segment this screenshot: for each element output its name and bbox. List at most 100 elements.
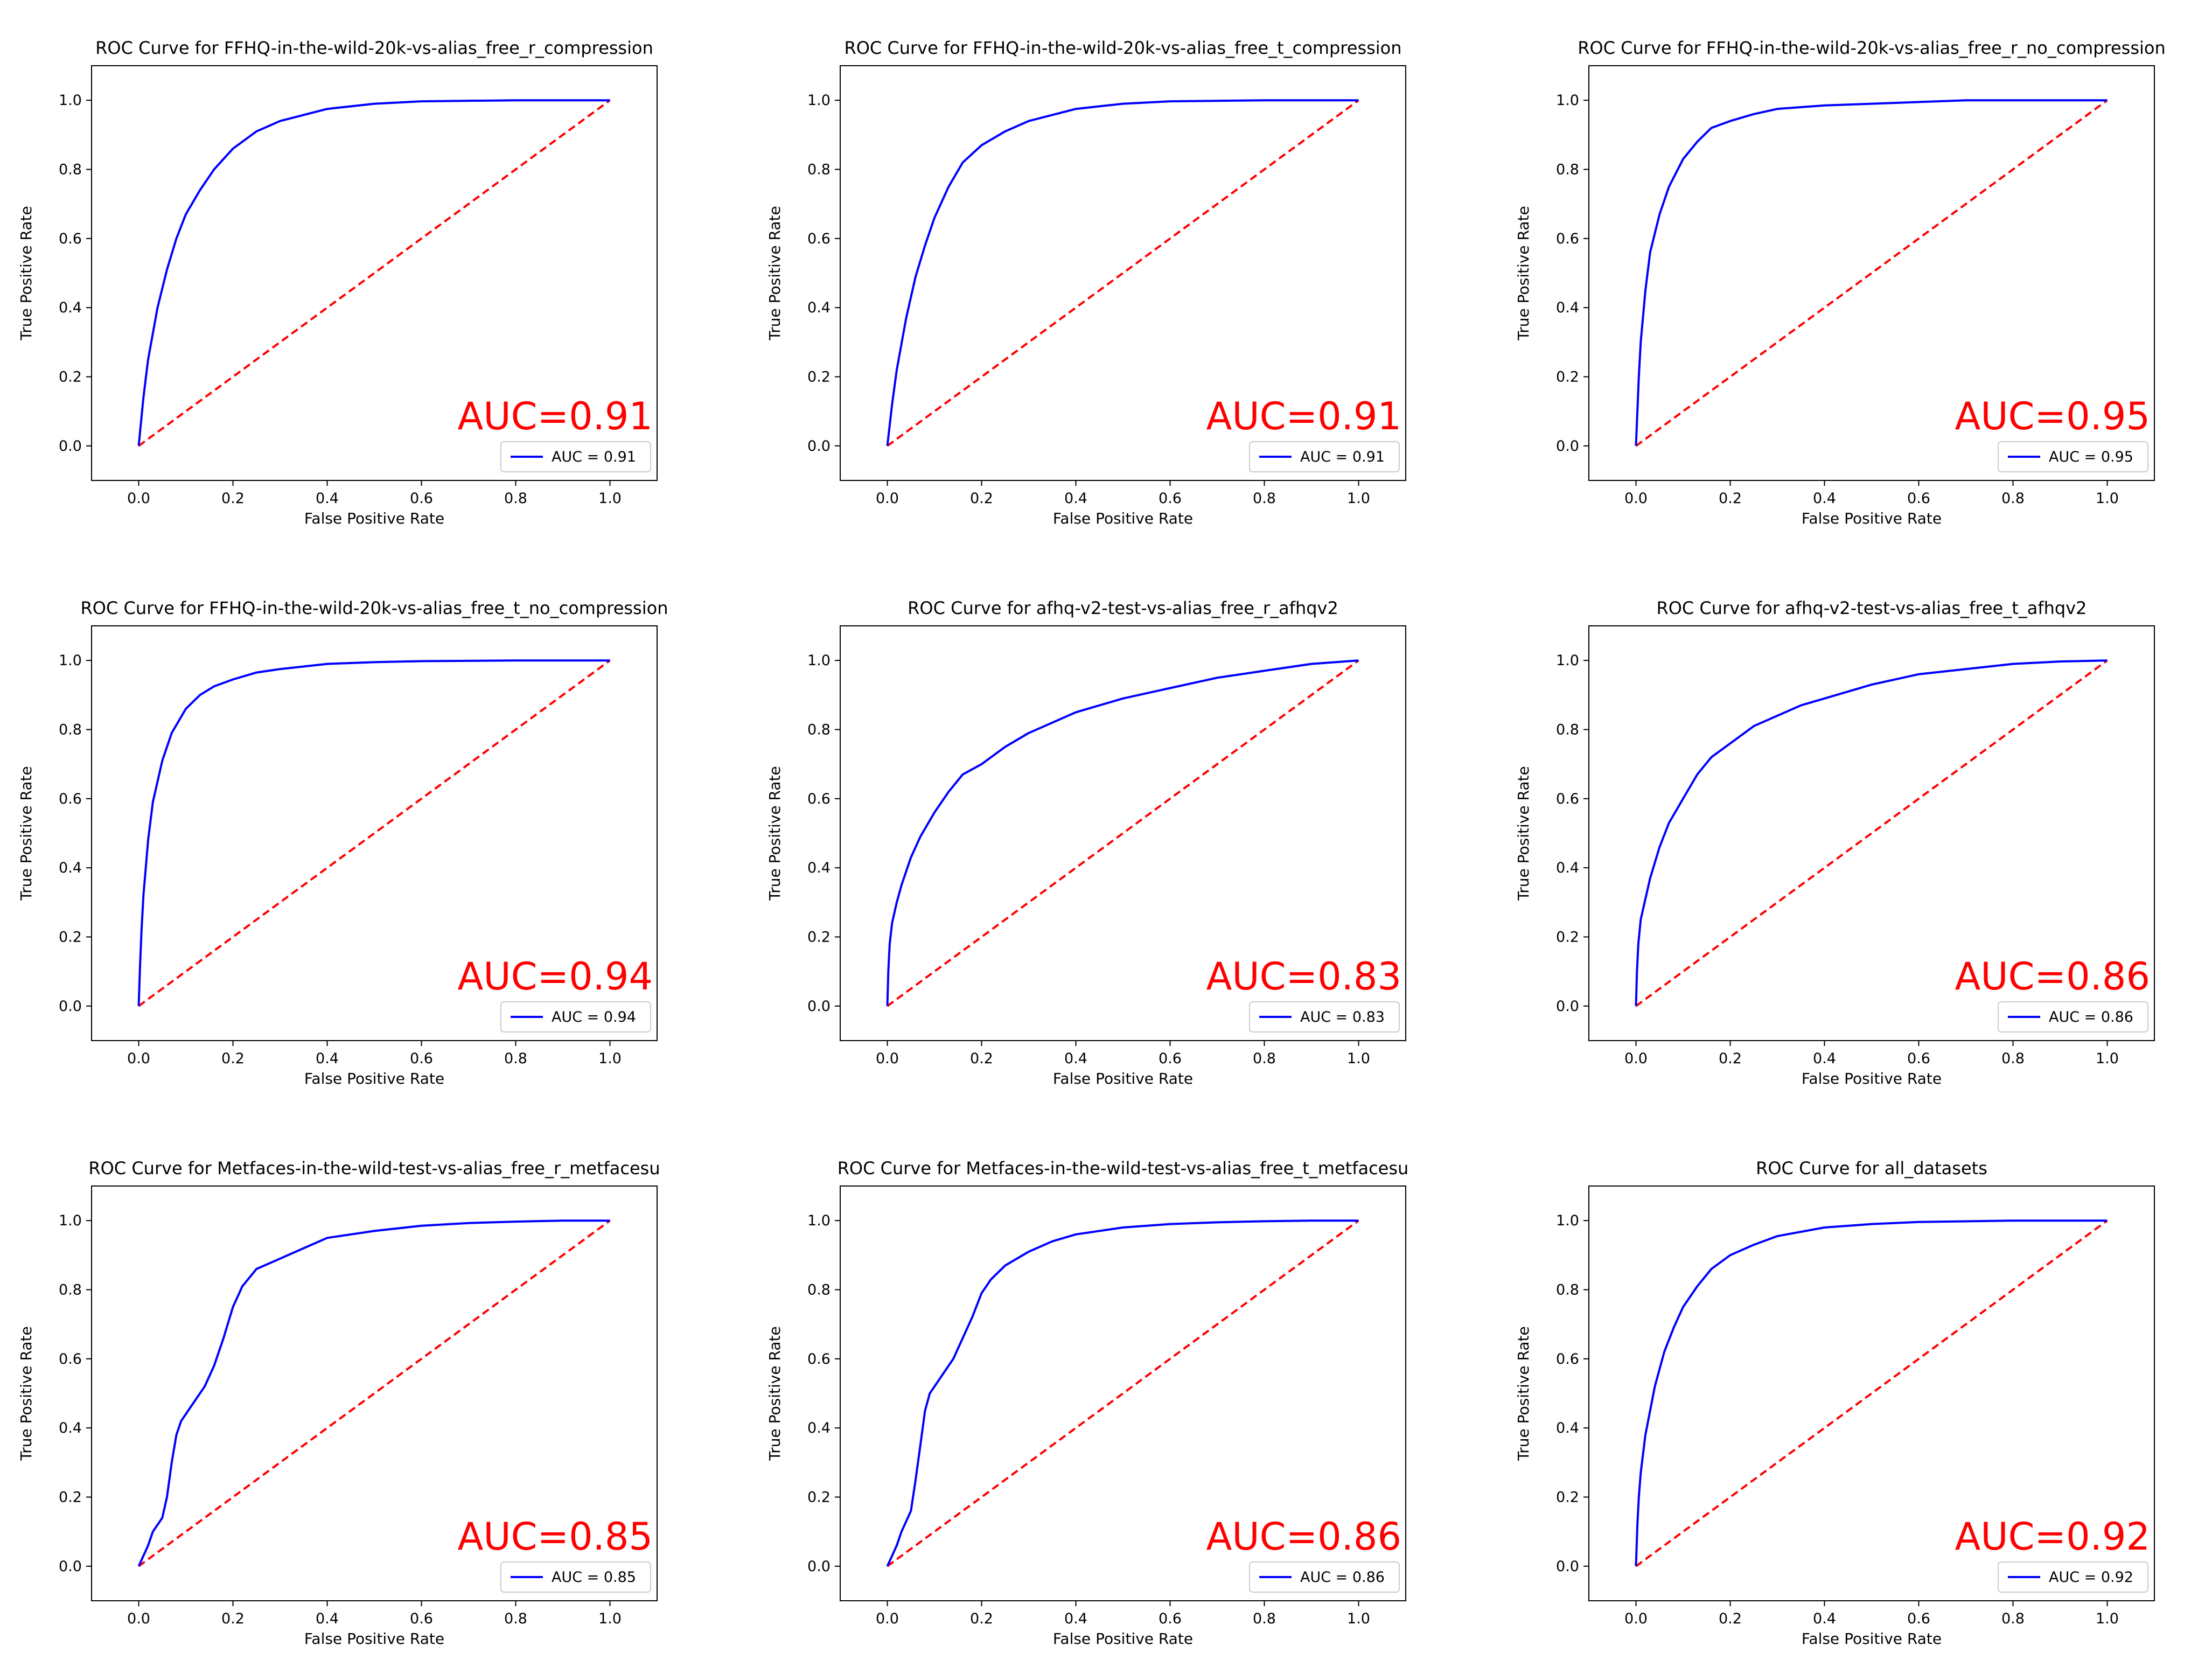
roc-curve [1635, 659, 2108, 1006]
y-tick-label: 0.8 [1556, 722, 1579, 738]
legend-label: AUC = 0.92 [2049, 1569, 2133, 1586]
legend-box [1998, 441, 2148, 472]
auc-annotation: AUC=0.86 [1955, 954, 2150, 999]
x-tick-label: 0.4 [1064, 1610, 1087, 1627]
x-axis-label: False Positive Rate [1053, 1630, 1193, 1648]
x-tick-label: 0.6 [1159, 490, 1182, 507]
legend: AUC = 0.95 [1998, 441, 2148, 472]
x-axis-label: False Positive Rate [304, 510, 444, 527]
y-axis-label: True Positive Rate [17, 766, 35, 901]
y-tick-label: 0.0 [1556, 438, 1579, 455]
y-tick-label: 0.0 [807, 1558, 831, 1575]
chart-title: ROC Curve for FFHQ-in-the-wild-20k-vs-al… [95, 38, 653, 58]
roc-panel-5: ROC Curve for afhq-v2-test-vs-alias_free… [766, 598, 1406, 1087]
x-tick-label: 1.0 [2096, 1050, 2119, 1067]
legend-label: AUC = 0.94 [552, 1009, 636, 1026]
x-tick-label: 1.0 [1347, 1610, 1370, 1627]
y-tick-label: 0.4 [59, 299, 82, 316]
x-tick-label: 0.8 [2001, 1610, 2025, 1627]
plot-frame [1588, 1185, 2155, 1601]
y-tick-label: 0.0 [59, 1558, 82, 1575]
plot-frame [840, 65, 1406, 481]
chart-title: ROC Curve for FFHQ-in-the-wild-20k-vs-al… [81, 598, 668, 618]
legend-label: AUC = 0.95 [2049, 449, 2133, 465]
y-tick-label: 1.0 [1556, 652, 1579, 669]
chart-title: ROC Curve for FFHQ-in-the-wild-20k-vs-al… [1578, 38, 2166, 58]
legend-box [1249, 1561, 1400, 1593]
chance-line [1635, 659, 2108, 1007]
roc-panel-9: ROC Curve for all_datasets 0.0 0.2 0.4 0.6 0.… [1515, 1158, 2155, 1648]
roc-panel-6: ROC Curve for afhq-v2-test-vs-alias_free… [1515, 598, 2155, 1087]
y-tick-label: 0.6 [807, 231, 831, 247]
y-tick-label: 0.4 [807, 299, 831, 316]
x-axis-label: False Positive Rate [304, 1630, 444, 1648]
x-tick-label: 0.2 [970, 1610, 993, 1627]
y-tick-label: 0.4 [1556, 299, 1579, 316]
legend: AUC = 0.91 [1249, 441, 1400, 472]
y-tick-label: 1.0 [59, 92, 82, 109]
y-axis-label: True Positive Rate [1515, 1326, 1532, 1461]
roc-panel-2: ROC Curve for FFHQ-in-the-wild-20k-vs-al… [766, 38, 1406, 527]
chance-line [138, 1219, 611, 1567]
chance-line [1635, 99, 2108, 447]
y-tick-label: 0.6 [59, 231, 82, 247]
x-tick-label: 0.6 [1907, 1050, 1930, 1067]
x-tick-label: 0.0 [876, 490, 899, 507]
x-tick-label: 0.4 [1813, 490, 1836, 507]
y-tick-label: 0.2 [1556, 1489, 1579, 1506]
y-axis-label: True Positive Rate [17, 1326, 35, 1461]
y-tick-label: 1.0 [59, 1212, 82, 1229]
y-tick-label: 0.4 [1556, 1420, 1579, 1436]
x-axis-label: False Positive Rate [304, 1070, 444, 1087]
legend: AUC = 0.83 [1249, 1001, 1400, 1033]
roc-panel-1: ROC Curve for FFHQ-in-the-wild-20k-vs-al… [17, 38, 658, 527]
legend-box [500, 1561, 651, 1593]
chart-title: ROC Curve for Metfaces-in-the-wild-test-… [88, 1158, 660, 1178]
x-tick-label: 0.4 [316, 1050, 339, 1067]
x-tick-label: 0.8 [504, 1610, 527, 1627]
x-tick-label: 0.6 [410, 1050, 433, 1067]
y-tick-label: 0.0 [1556, 1558, 1579, 1575]
y-tick-label: 0.2 [1556, 929, 1579, 946]
y-tick-label: 0.0 [1556, 998, 1579, 1015]
legend-box [1998, 1001, 2148, 1033]
y-tick-label: 0.8 [59, 1282, 82, 1299]
legend-label: AUC = 0.85 [552, 1569, 636, 1586]
x-tick-label: 0.2 [221, 1050, 245, 1067]
y-tick-label: 0.4 [807, 1420, 831, 1436]
y-axis-label: True Positive Rate [766, 1326, 784, 1461]
y-tick-label: 1.0 [1556, 92, 1579, 109]
roc-panel-7: ROC Curve for Metfaces-in-the-wild-test-… [17, 1158, 660, 1648]
x-tick-label: 0.2 [221, 490, 245, 507]
y-tick-label: 0.0 [59, 438, 82, 455]
y-tick-label: 0.6 [1556, 791, 1579, 807]
x-tick-label: 0.8 [1253, 1050, 1276, 1067]
roc-curve [137, 99, 610, 446]
x-tick-label: 0.0 [1624, 1610, 1648, 1627]
y-tick-label: 0.2 [1556, 369, 1579, 386]
x-tick-label: 0.0 [127, 1610, 150, 1627]
plot-frame [840, 1185, 1406, 1601]
roc-curve [886, 1219, 1359, 1567]
y-axis-label: True Positive Rate [1515, 766, 1532, 901]
plot-frame [91, 65, 658, 481]
legend-label: AUC = 0.83 [1300, 1009, 1385, 1026]
legend-box [1249, 441, 1400, 472]
x-tick-label: 1.0 [598, 490, 622, 507]
y-tick-label: 0.6 [59, 791, 82, 807]
y-tick-label: 0.6 [1556, 1351, 1579, 1368]
x-tick-label: 0.6 [410, 490, 433, 507]
chart-title: ROC Curve for afhq-v2-test-vs-alias_free… [908, 598, 1338, 618]
x-tick-label: 0.0 [1624, 1050, 1648, 1067]
x-tick-label: 0.4 [316, 490, 339, 507]
auc-annotation: AUC=0.95 [1955, 394, 2150, 438]
x-tick-label: 0.2 [1719, 490, 1742, 507]
legend-box [1249, 1001, 1400, 1033]
y-tick-label: 0.2 [807, 1489, 831, 1506]
y-tick-label: 0.0 [59, 998, 82, 1015]
x-tick-label: 1.0 [2096, 1610, 2119, 1627]
auc-annotation: AUC=0.92 [1955, 1515, 2150, 1559]
roc-curve [137, 1219, 610, 1567]
x-tick-label: 0.4 [1064, 490, 1087, 507]
x-tick-label: 0.2 [970, 1050, 993, 1067]
